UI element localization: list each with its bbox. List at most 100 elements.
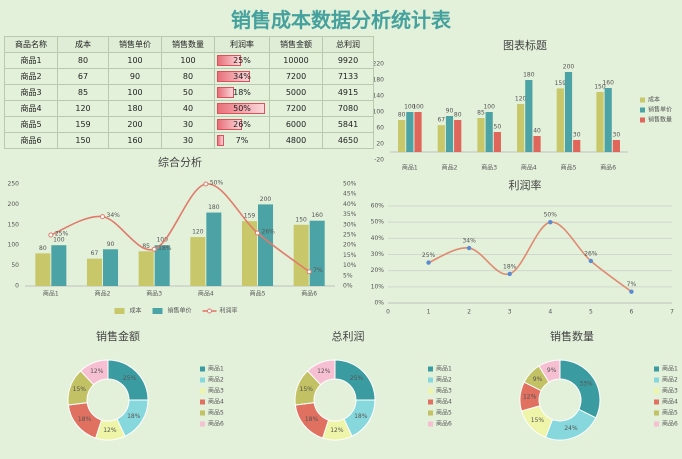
legend-label: 商品3 [436, 387, 452, 395]
rate-cell: 25% [214, 52, 270, 69]
legend-label: 商品1 [208, 365, 224, 373]
table-cell: 商品2 [4, 68, 58, 85]
data-label: 25% [422, 252, 436, 259]
legend-swatch [640, 107, 645, 113]
legend-label: 利润率 [220, 307, 238, 315]
y-tick-label: 60% [371, 203, 385, 210]
y-tick-label: 140 [373, 93, 385, 100]
y-tick-label: 220 [373, 61, 385, 68]
table-cell: 150 [57, 132, 109, 149]
legend-swatch [200, 388, 205, 394]
table-cell: 100 [161, 52, 215, 69]
data-label: 18% [305, 416, 319, 423]
x-tick-label: 5 [589, 309, 593, 316]
legend-swatch [200, 410, 205, 416]
data-bar [217, 55, 241, 66]
bar [154, 245, 170, 286]
chart-title: 销售数量 [550, 329, 594, 343]
data-label: 200 [563, 64, 575, 71]
table-cell: 商品6 [4, 132, 58, 149]
data-label: 160 [311, 212, 323, 219]
legend-label: 商品3 [662, 387, 678, 395]
x-tick-label: 商品2 [95, 290, 111, 298]
legend-label: 商品5 [208, 409, 224, 417]
data-label: 159 [555, 80, 567, 87]
page-title: 销售成本数据分析统计表 [231, 8, 451, 32]
line-marker [255, 230, 260, 236]
bar [206, 212, 222, 286]
x-tick-label: 4 [548, 309, 552, 316]
legend-swatch [114, 308, 125, 314]
y-tick-label: 180 [373, 77, 385, 84]
x-tick-label: 商品3 [146, 290, 162, 298]
line-marker [151, 246, 157, 252]
data-label: 100 [53, 237, 65, 244]
y-tick-label: 60 [376, 125, 384, 132]
header-cell: 成本 [57, 36, 109, 53]
data-label: 12% [90, 368, 104, 375]
table-cell: 100 [108, 52, 162, 69]
header-cell: 利润率 [214, 36, 270, 53]
bar [454, 120, 462, 152]
table-cell: 67 [57, 68, 109, 85]
data-label: 90 [107, 241, 115, 248]
bar [309, 220, 325, 286]
data-label: 85 [142, 243, 150, 250]
data-label: 15% [300, 386, 314, 393]
donut-slice [559, 359, 601, 419]
data-label: 160 [602, 80, 614, 87]
marker [629, 289, 634, 294]
data-label: 30 [613, 132, 621, 139]
bar [406, 112, 414, 152]
bar [414, 112, 422, 152]
y2-tick-label: 15% [343, 252, 357, 259]
table-row: 商品2 67 90 80 34% 7200 7133 [4, 68, 374, 85]
legend-swatch [428, 399, 433, 405]
bar [573, 140, 581, 152]
data-label: 12% [317, 368, 331, 375]
donut-slice [538, 359, 561, 383]
data-label: 26% [584, 250, 598, 257]
line-marker [306, 269, 312, 275]
data-label: 180 [208, 204, 220, 211]
data-label: 200 [260, 196, 272, 203]
legend-label: 商品4 [662, 398, 678, 406]
data-label: 90 [446, 108, 454, 115]
header-cell: 销售金额 [269, 36, 323, 53]
header-cell: 销售单价 [108, 36, 162, 53]
legend-swatch [207, 308, 212, 314]
data-label: 15% [73, 386, 87, 393]
table-cell: 50 [161, 84, 215, 101]
table-cell: 4650 [322, 132, 374, 149]
data-label: 100 [156, 237, 168, 244]
legend-label: 商品1 [662, 365, 678, 373]
table-cell: 6000 [269, 116, 323, 133]
x-tick-label: 6 [630, 309, 634, 316]
marker [548, 219, 553, 225]
x-tick-label: 商品4 [521, 164, 537, 172]
data-label: 80 [39, 245, 47, 252]
bar [533, 136, 541, 152]
y-tick-label: 20 [376, 141, 384, 148]
y2-tick-label: 0% [343, 283, 353, 290]
y-tick-label: 50% [371, 219, 385, 226]
cell-text: 34% [233, 72, 251, 81]
legend-label: 商品6 [208, 420, 224, 428]
data-label: 34% [107, 212, 121, 219]
bar [138, 251, 154, 286]
bar [190, 237, 206, 286]
table-row: 商品1 80 100 100 25% 10000 9920 [4, 52, 374, 69]
x-tick-label: 商品5 [561, 164, 577, 172]
data-label: 67 [91, 250, 99, 257]
y2-tick-label: 35% [343, 211, 357, 218]
table-cell: 85 [57, 84, 109, 101]
x-tick-label: 商品1 [43, 290, 59, 298]
bar [564, 72, 573, 152]
data-label: 18% [503, 263, 517, 270]
legend-swatch [654, 410, 659, 416]
y2-tick-label: 40% [343, 201, 357, 208]
data-label: 100 [483, 104, 495, 111]
data-label: 9% [533, 376, 543, 383]
table-cell: 30 [161, 116, 215, 133]
legend-label: 成本 [648, 96, 660, 104]
